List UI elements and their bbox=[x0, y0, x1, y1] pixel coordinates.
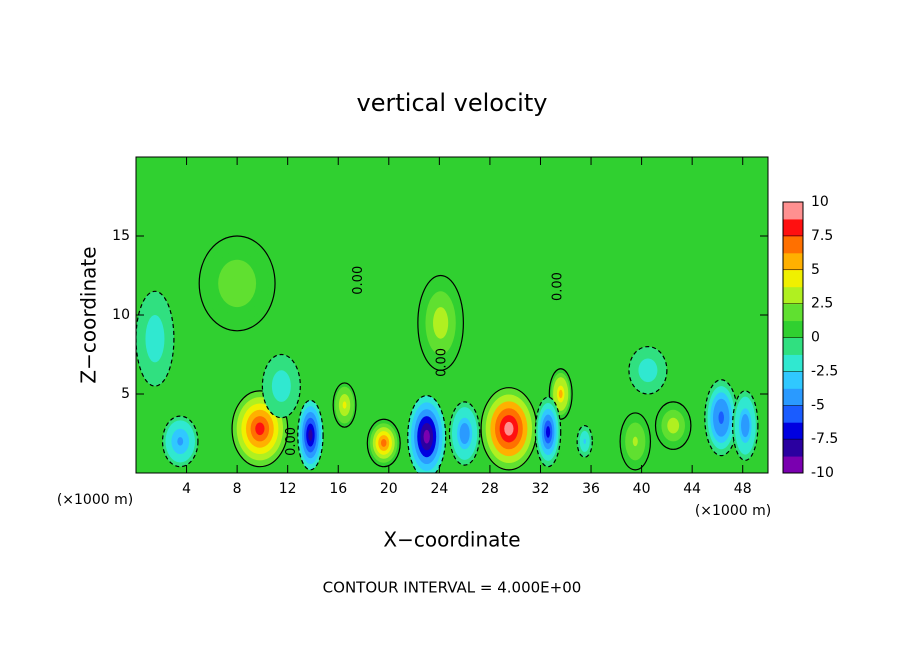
colorbar-band bbox=[783, 252, 803, 271]
colorbar-band bbox=[783, 422, 803, 440]
colorbar-band bbox=[783, 286, 803, 305]
chart-title: vertical velocity bbox=[357, 89, 548, 117]
extremum-level bbox=[644, 366, 652, 375]
x-axis-label: X−coordinate bbox=[383, 528, 520, 552]
x-unit-left: (×1000 m) bbox=[57, 492, 133, 508]
x-tick-label: 4 bbox=[182, 481, 191, 497]
colorbar-tick-label: 0 bbox=[811, 330, 820, 346]
extremum-level bbox=[278, 380, 285, 392]
x-tick-label: 8 bbox=[233, 481, 242, 497]
contour-label: 0.00 bbox=[434, 348, 449, 377]
extremum-level bbox=[423, 429, 430, 444]
extremum-level bbox=[151, 330, 159, 347]
field bbox=[136, 157, 768, 473]
extremum-level bbox=[230, 275, 244, 292]
x-tick-label: 32 bbox=[532, 481, 550, 497]
extremum-level bbox=[583, 438, 586, 445]
colorbar-tick-label: -5 bbox=[811, 397, 825, 413]
contour-label: 0.00 bbox=[351, 266, 366, 295]
extremum-level bbox=[308, 429, 313, 441]
extremum-level bbox=[743, 419, 748, 432]
colorbar-tick-label: 5 bbox=[811, 262, 820, 278]
colorbar-band bbox=[783, 218, 803, 237]
colorbar-band bbox=[783, 320, 803, 338]
extremum-level bbox=[504, 421, 514, 436]
x-tick-label: 36 bbox=[582, 481, 600, 497]
colorbar-band bbox=[783, 354, 803, 372]
extremum-level bbox=[462, 428, 468, 439]
footer: CONTOUR INTERVAL = 4.000E+00 bbox=[323, 579, 582, 597]
contour-label: 0.00 bbox=[551, 272, 566, 301]
x-tick-label: 20 bbox=[380, 481, 398, 497]
extremum-level bbox=[558, 389, 563, 399]
colorbar-band bbox=[783, 405, 803, 423]
colorbar-band bbox=[783, 269, 803, 288]
colorbar-tick-label: 7.5 bbox=[811, 228, 833, 244]
x-tick-label: 44 bbox=[683, 481, 701, 497]
x-tick-label: 12 bbox=[279, 481, 297, 497]
extremum-level bbox=[632, 436, 638, 447]
colorbar-band bbox=[783, 388, 803, 406]
colorbar-band bbox=[783, 235, 803, 254]
colorbar-tick-label: 2.5 bbox=[811, 296, 833, 312]
extremum-level bbox=[177, 437, 184, 446]
extremum-level bbox=[436, 315, 445, 331]
colorbar-tick-label: -10 bbox=[811, 465, 834, 481]
extremum-level bbox=[342, 401, 347, 409]
y-tick-label: 5 bbox=[121, 386, 130, 402]
extremum-level bbox=[381, 439, 387, 447]
colorbar-band bbox=[783, 439, 803, 457]
x-tick-label: 24 bbox=[430, 481, 448, 497]
colorbar-band bbox=[783, 337, 803, 355]
extremum-level bbox=[255, 422, 265, 436]
colorbar-tick-label: -7.5 bbox=[811, 431, 838, 447]
colorbar-tick-label: -2.5 bbox=[811, 363, 838, 379]
x-tick-label: 28 bbox=[481, 481, 499, 497]
colorbar-band bbox=[783, 371, 803, 389]
x-tick-label: 40 bbox=[633, 481, 651, 497]
extremum-level bbox=[718, 411, 724, 425]
colorbar-band bbox=[783, 202, 803, 220]
x-tick-label: 16 bbox=[329, 481, 347, 497]
extremum-level bbox=[545, 426, 551, 438]
colorbar-band bbox=[783, 456, 803, 474]
y-axis-label: Z−coordinate bbox=[77, 246, 101, 383]
contour-label: 0.00 bbox=[284, 427, 299, 456]
x-unit-right: (×1000 m) bbox=[695, 503, 771, 519]
y-tick-label: 15 bbox=[112, 228, 130, 244]
y-tick-label: 10 bbox=[112, 307, 130, 323]
extremum-level bbox=[670, 421, 677, 430]
colorbar-tick-label: 10 bbox=[811, 194, 829, 210]
x-tick-label: 48 bbox=[734, 481, 752, 497]
colorbar-band bbox=[783, 303, 803, 322]
